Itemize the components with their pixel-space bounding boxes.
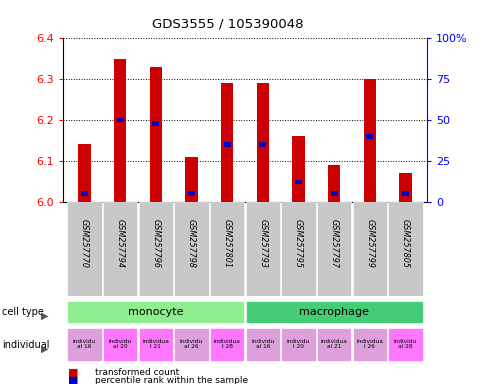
Text: individu
al 28: individu al 28: [393, 339, 416, 349]
Text: transformed count: transformed count: [94, 368, 179, 377]
Bar: [388, 202, 422, 296]
Bar: [188, 191, 195, 196]
Text: GSM257797: GSM257797: [329, 219, 338, 268]
Text: ■: ■: [68, 367, 78, 377]
Text: individua
l 28: individua l 28: [213, 339, 240, 349]
Text: individual: individual: [2, 339, 50, 350]
Bar: [210, 328, 244, 361]
Text: percentile rank within the sample: percentile rank within the sample: [94, 376, 247, 384]
Text: ▶: ▶: [41, 343, 49, 354]
Bar: [103, 328, 137, 361]
Bar: [174, 202, 208, 296]
Bar: [317, 202, 350, 296]
Bar: [185, 157, 197, 202]
Bar: [281, 202, 315, 296]
Bar: [352, 202, 386, 296]
Bar: [327, 165, 340, 202]
Text: GSM257794: GSM257794: [115, 219, 124, 268]
Bar: [67, 301, 244, 323]
Bar: [291, 136, 304, 202]
Text: ■: ■: [68, 375, 78, 384]
Bar: [401, 191, 408, 196]
Text: monocyte: monocyte: [128, 306, 183, 316]
Text: macrophage: macrophage: [299, 306, 368, 316]
Bar: [223, 142, 230, 147]
Bar: [67, 202, 101, 296]
Text: individua
al 21: individua al 21: [320, 339, 347, 349]
Bar: [365, 134, 372, 139]
Bar: [281, 328, 315, 361]
Text: individu
al 16: individu al 16: [251, 339, 274, 349]
Bar: [149, 67, 162, 202]
Bar: [294, 180, 301, 184]
Text: individua
l 26: individua l 26: [356, 339, 382, 349]
Text: individu
al 16: individu al 16: [73, 339, 96, 349]
Bar: [174, 328, 208, 361]
Text: GSM257798: GSM257798: [186, 219, 196, 268]
Text: individua
l 21: individua l 21: [142, 339, 169, 349]
Bar: [103, 202, 137, 296]
Bar: [317, 328, 350, 361]
Text: individu
al 20: individu al 20: [108, 339, 132, 349]
Bar: [138, 202, 172, 296]
Text: GSM257796: GSM257796: [151, 219, 160, 268]
Bar: [245, 202, 279, 296]
Text: cell type: cell type: [2, 307, 44, 317]
Bar: [245, 328, 279, 361]
Bar: [67, 328, 101, 361]
Bar: [363, 79, 375, 202]
Text: individu
al 26: individu al 26: [180, 339, 203, 349]
Bar: [78, 144, 91, 202]
Text: GSM257793: GSM257793: [257, 219, 267, 268]
Text: GSM257805: GSM257805: [400, 219, 409, 268]
Bar: [138, 328, 172, 361]
Bar: [259, 142, 266, 147]
Text: GSM257770: GSM257770: [80, 219, 89, 268]
Bar: [210, 202, 244, 296]
Text: GSM257799: GSM257799: [364, 219, 374, 268]
Text: ▶: ▶: [41, 311, 49, 321]
Bar: [114, 59, 126, 202]
Text: GSM257795: GSM257795: [293, 219, 302, 268]
Bar: [220, 83, 233, 202]
Text: individu
l 20: individu l 20: [286, 339, 309, 349]
Text: GSM257801: GSM257801: [222, 219, 231, 268]
Bar: [352, 328, 386, 361]
Text: GDS3555 / 105390048: GDS3555 / 105390048: [152, 17, 303, 30]
Bar: [117, 118, 123, 122]
Bar: [398, 173, 411, 202]
Bar: [245, 301, 422, 323]
Bar: [256, 83, 269, 202]
Bar: [388, 328, 422, 361]
Bar: [330, 191, 337, 196]
Bar: [81, 191, 88, 196]
Bar: [152, 121, 159, 126]
